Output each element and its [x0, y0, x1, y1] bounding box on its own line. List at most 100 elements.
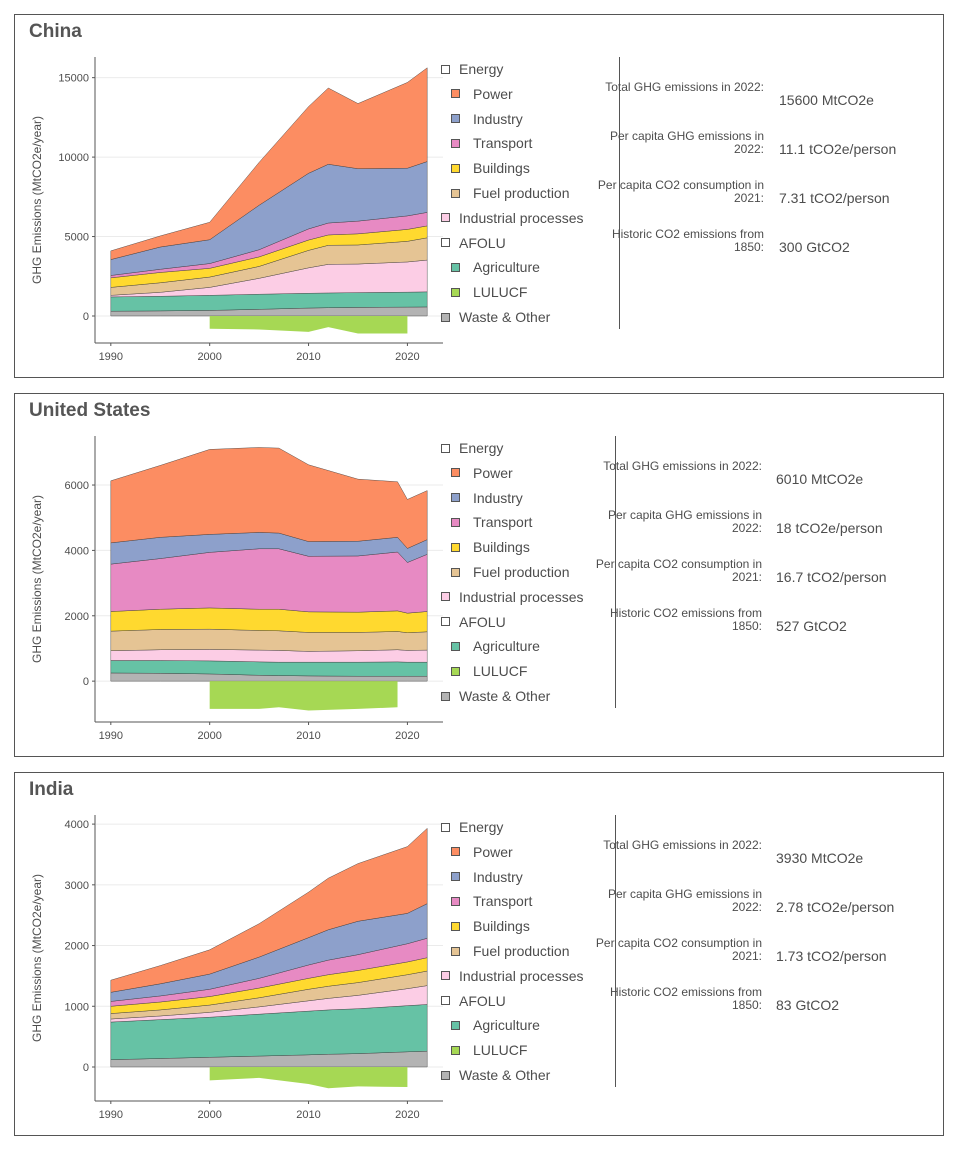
stat-value: 6010 MtCO2e: [776, 471, 864, 487]
legend-label: Agriculture: [473, 259, 540, 276]
panel-divider: [615, 436, 616, 708]
y-tick-label: 10000: [58, 152, 89, 164]
stat-label: Historic CO2 emissions from 1850:: [611, 227, 764, 254]
legend-swatch: [441, 996, 450, 1006]
y-tick-label: 3000: [65, 880, 89, 892]
stat-label: Total GHG emissions in 2022:: [603, 838, 762, 852]
legend-label: Waste & Other: [459, 688, 551, 704]
legend-item: Agriculture: [451, 257, 540, 277]
legend-label: Waste & Other: [459, 309, 551, 325]
legend-swatch: [451, 138, 460, 148]
legend-label: Transport: [473, 893, 533, 910]
legend-swatch: [451, 666, 460, 676]
legend-item: LULUCF: [451, 661, 527, 681]
legend-label: LULUCF: [473, 1042, 528, 1059]
legend-swatch: [441, 64, 450, 74]
stat-value: 83 GtCO2: [776, 997, 840, 1013]
panel-title: China: [29, 21, 82, 42]
legend-swatch: [441, 592, 450, 602]
legend-swatch: [451, 1045, 460, 1055]
legend-item: AFOLU: [441, 991, 506, 1011]
legend-swatch: [451, 567, 460, 577]
stat-value: 3930 MtCO2e: [776, 850, 864, 866]
y-tick-label: 6000: [65, 480, 89, 492]
legend-item: Industry: [451, 488, 523, 508]
legend-swatch: [441, 1070, 450, 1080]
stat-label: Per capita GHG emissions in 2022:: [609, 129, 764, 156]
legend-swatch: [451, 163, 460, 173]
legend-item: Agriculture: [451, 636, 540, 656]
stat-label: Historic CO2 emissions from 1850:: [609, 606, 762, 633]
x-tick-label: 2010: [296, 1109, 320, 1121]
stat-label: Per capita CO2 consumption in 2021:: [595, 936, 762, 963]
legend-label: Agriculture: [473, 1017, 540, 1034]
y-tick-label: 5000: [65, 232, 89, 244]
legend-label: Power: [473, 464, 513, 481]
stacked-area-chart: 0 1000 2000 3000 4000 1990 2000 2010 2020 GHG Emi…: [30, 815, 443, 1121]
stat-label: Total GHG emissions in 2022:: [605, 80, 764, 94]
legend-item: Agriculture: [451, 1015, 540, 1035]
x-tick-label: 2020: [395, 1109, 419, 1121]
legend-swatch: [451, 493, 460, 503]
area-power: [110, 827, 428, 993]
legend-item: AFOLU: [441, 612, 506, 632]
legend-item: Fuel production: [451, 941, 570, 961]
legend-label: Buildings: [473, 160, 530, 177]
y-tick-label: 15000: [58, 73, 89, 85]
legend-label: Fuel production: [473, 943, 570, 959]
legend-label: Energy: [459, 61, 504, 77]
x-tick-label: 1990: [99, 1109, 123, 1121]
stat-value: 2.78 tCO2e/person: [776, 899, 895, 915]
stat-value: 18 tCO2e/person: [776, 520, 883, 536]
legend-item: Fuel production: [451, 562, 570, 582]
legend-swatch: [441, 238, 450, 248]
area-lulucf: [209, 315, 408, 334]
legend-swatch: [451, 89, 460, 99]
y-tick-label: 4000: [65, 545, 89, 557]
x-tick-label: 2020: [395, 730, 419, 742]
legend-item: Energy: [441, 59, 503, 79]
legend-label: AFOLU: [459, 234, 506, 251]
y-tick-label: 1000: [65, 1001, 89, 1013]
legend-swatch: [441, 971, 450, 981]
legend-item: AFOLU: [441, 233, 506, 253]
legend-item: Waste & Other: [441, 307, 550, 327]
legend-label: LULUCF: [473, 663, 528, 680]
legend-swatch: [451, 1020, 460, 1030]
y-axis-label: GHG Emissions (MtCO2e/year): [30, 495, 44, 663]
stat-value: 300 GtCO2: [779, 239, 850, 255]
legend-item: Buildings: [451, 158, 530, 178]
stat-label: Historic CO2 emissions from 1850:: [609, 985, 762, 1012]
legend-item: Power: [451, 84, 513, 104]
legend-label: Waste & Other: [459, 1067, 551, 1083]
country-panel: China 0 5000 10000 15000 1990 2000 2010 2020 GHG …: [14, 14, 944, 378]
x-tick-label: 1990: [99, 351, 123, 363]
legend-item: Buildings: [451, 916, 530, 936]
stacked-area-chart: 0 5000 10000 15000 1990 2000 2010 2020 GHG Emiss…: [30, 57, 443, 363]
legend-swatch: [451, 921, 460, 931]
stat-value: 11.1 tCO2e/person: [779, 141, 897, 157]
stat-label: Per capita GHG emissions in 2022:: [607, 508, 762, 535]
x-tick-label: 2010: [296, 351, 320, 363]
legend-swatch: [451, 946, 460, 956]
legend-item: Industrial processes: [441, 208, 584, 228]
stacked-area-chart: 0 2000 4000 6000 1990 2000 2010 2020 GHG Emissio…: [30, 436, 443, 742]
stat-label: Per capita CO2 consumption in 2021:: [595, 557, 762, 584]
legend-label: Transport: [473, 514, 533, 531]
legend-item: Buildings: [451, 537, 530, 557]
y-tick-label: 0: [83, 311, 89, 323]
legend-item: Transport: [451, 133, 532, 153]
legend-label: Energy: [459, 819, 504, 835]
area-power: [110, 67, 428, 260]
legend-swatch: [451, 542, 460, 552]
legend-item: LULUCF: [451, 282, 527, 302]
y-axis-label: GHG Emissions (MtCO2e/year): [30, 116, 44, 284]
y-axis-label: GHG Emissions (MtCO2e/year): [30, 874, 44, 1042]
x-tick-label: 2000: [197, 1109, 221, 1121]
legend-swatch: [451, 262, 460, 272]
stat-value: 7.31 tCO2/person: [779, 190, 890, 206]
legend-item: Industry: [451, 867, 523, 887]
legend-label: Industrial processes: [459, 588, 584, 605]
legend-label: Fuel production: [473, 185, 570, 201]
x-tick-label: 2010: [296, 730, 320, 742]
